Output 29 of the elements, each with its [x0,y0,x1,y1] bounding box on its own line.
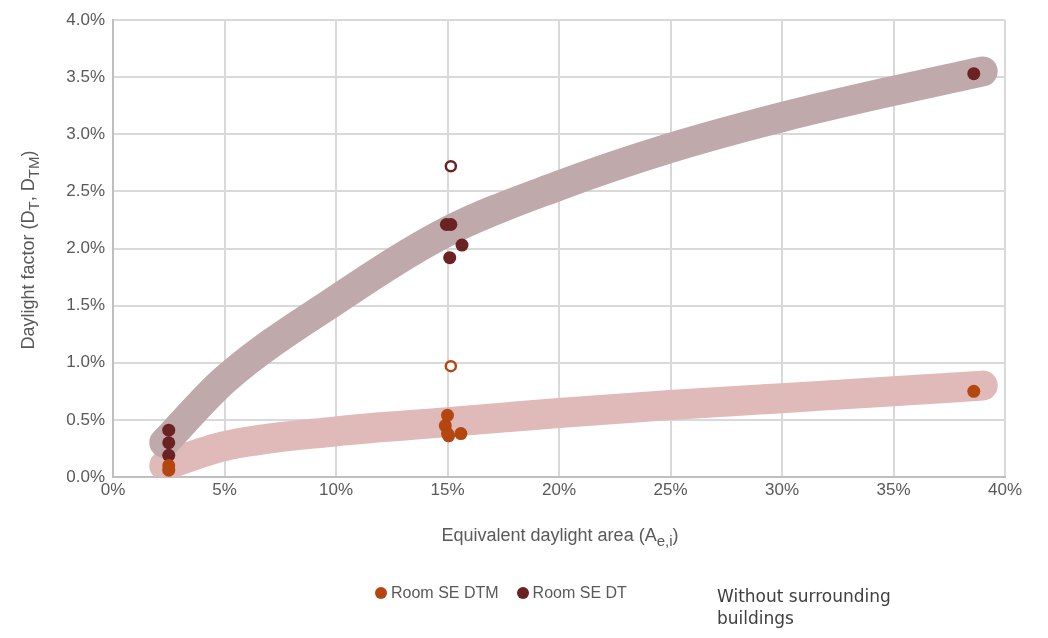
y-tick-label: 1.0% [66,352,105,372]
point [444,159,458,173]
point [967,67,981,81]
y-tick-label: 1.5% [66,295,105,315]
x-axis-title: Equivalent daylight area (A$_{e,i}$) [441,525,679,549]
x-tick-label: 35% [876,479,911,499]
point [454,427,468,441]
x-tick-label: 40% [987,479,1023,499]
x-tick-label: 5% [212,479,237,499]
y-tick-label: 3.0% [66,123,105,143]
point [444,359,458,373]
point [162,423,176,437]
legend-label: Room SE DT [532,584,627,602]
x-tick-label: 20% [541,479,577,499]
x-tick-label: 10% [318,479,354,499]
y-tick-label: 0.5% [66,409,105,429]
point [967,384,981,398]
y-tick-label: 2.5% [66,181,105,201]
point [443,251,457,265]
y-tick-label: 4.0% [66,9,105,29]
x-tick-label: 15% [430,479,465,499]
point [455,238,469,252]
point [162,436,176,450]
x-tick-label: 25% [653,479,688,499]
legend-label: Room SE DTM [391,584,499,602]
y-tick-label: 2.0% [66,238,105,258]
y-tick-label: 3.5% [66,66,105,86]
text: Without surrounding buildings [717,585,892,630]
x-tick-label: 30% [764,479,800,499]
